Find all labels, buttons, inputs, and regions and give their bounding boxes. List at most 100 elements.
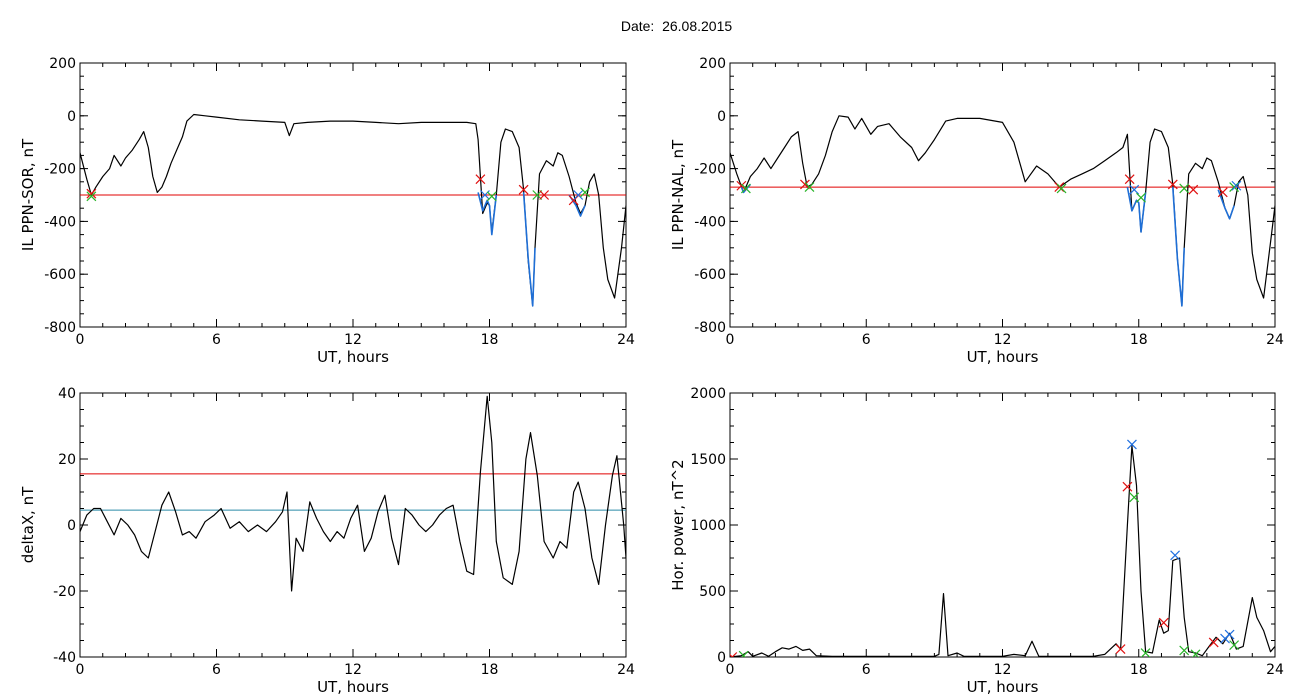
cross-marker — [740, 183, 751, 194]
cross-marker — [1122, 481, 1133, 492]
cross-marker — [800, 179, 810, 190]
x-tick-label: 0 — [76, 332, 85, 348]
plot-frame — [79, 392, 627, 658]
x-axis-label: UT, hours — [967, 678, 1039, 696]
series-segment — [477, 192, 498, 236]
chart-panel-deltax: 0 6 12 18 24 -40 -20 0 20 40 UT, hours deltaX, nT — [19, 386, 635, 696]
x-tick-label: 18 — [1130, 662, 1148, 678]
cross-marker — [1115, 644, 1126, 655]
x-tick-label: 6 — [212, 332, 221, 348]
series-segment — [522, 192, 536, 307]
page-title: Date: 26.08.2015 — [620, 18, 733, 34]
cross-marker — [1124, 174, 1135, 185]
x-axis-label: UT, hours — [317, 348, 389, 366]
y-tick-label: 2000 — [690, 386, 726, 402]
y-axis-label: deltaX, nT — [19, 486, 37, 563]
x-tick-label: 24 — [617, 662, 635, 678]
x-tick-label: 6 — [212, 662, 221, 678]
x-tick-label: 18 — [1130, 332, 1148, 348]
cross-marker — [1170, 550, 1181, 561]
y-tick-label: -200 — [44, 162, 76, 178]
cross-marker — [1208, 637, 1219, 648]
y-axis-label: Hor. power, nT^2 — [669, 459, 687, 590]
cross-marker — [1231, 180, 1242, 191]
cross-marker — [475, 174, 486, 185]
series-segment — [1172, 187, 1185, 307]
cross-marker — [1224, 629, 1235, 640]
y-tick-label: -600 — [694, 267, 726, 283]
x-tick-label: 12 — [344, 662, 362, 678]
x-tick-label: 24 — [1266, 662, 1284, 678]
cross-marker — [1179, 183, 1190, 194]
x-axis-label: UT, hours — [317, 678, 389, 696]
y-axis-label: IL PPN-NAL, nT — [669, 139, 687, 250]
y-tick-label: -40 — [53, 650, 76, 666]
y-axis-label: IL PPN-SOR, nT — [19, 138, 37, 251]
series-line — [730, 445, 1275, 657]
x-tick-label: 6 — [862, 662, 871, 678]
cross-marker — [86, 188, 97, 199]
y-tick-label: -200 — [694, 162, 726, 178]
cross-marker — [1188, 184, 1199, 195]
x-tick-label: 12 — [994, 662, 1012, 678]
x-tick-label: 6 — [862, 332, 871, 348]
y-tick-label: 0 — [67, 109, 76, 125]
cross-marker — [1136, 192, 1146, 203]
y-tick-label: -800 — [44, 320, 76, 336]
cross-marker — [573, 190, 584, 200]
y-tick-label: -600 — [44, 267, 76, 283]
x-tick-label: 18 — [481, 332, 499, 348]
y-tick-label: -400 — [694, 214, 726, 230]
chart-panel-sor: 0 6 12 18 24 -800 -600 -400 -200 0 200 UT, hours IL … — [19, 56, 635, 366]
y-tick-label: 0 — [717, 109, 726, 125]
y-tick-label: 20 — [58, 452, 76, 468]
x-tick-label: 0 — [726, 662, 735, 678]
x-tick-label: 12 — [994, 332, 1012, 348]
x-tick-label: 0 — [726, 332, 735, 348]
y-tick-label: 40 — [58, 386, 76, 402]
x-tick-label: 0 — [76, 662, 85, 678]
cross-marker — [86, 191, 97, 202]
cross-marker — [1129, 184, 1140, 195]
cross-marker — [539, 190, 550, 200]
y-tick-label: 1500 — [690, 452, 726, 468]
plot-area — [730, 439, 1275, 657]
cross-marker — [1229, 640, 1240, 651]
x-axis-label: UT, hours — [967, 348, 1039, 366]
cross-marker — [1127, 439, 1137, 450]
chart-panel-nal: 0 6 12 18 24 -800 -600 -400 -200 0 200 UT, hours IL … — [669, 56, 1284, 366]
cross-marker — [738, 650, 749, 657]
series-line — [80, 113, 626, 307]
cross-marker — [518, 184, 529, 195]
cross-marker — [1158, 617, 1169, 628]
series-segment — [568, 194, 586, 217]
chart-panel-power: 0 6 12 18 24 0 500 1000 1500 2000 UT, hours Hor. po… — [669, 386, 1284, 696]
x-tick-label: 12 — [344, 332, 362, 348]
cross-marker — [1167, 179, 1178, 190]
plot-area — [80, 395, 626, 592]
cross-marker — [1217, 187, 1228, 198]
y-tick-label: 0 — [717, 650, 726, 666]
cross-marker — [580, 187, 590, 198]
y-tick-label: 500 — [699, 584, 726, 600]
cross-marker — [736, 180, 747, 191]
x-tick-label: 18 — [481, 662, 499, 678]
y-tick-label: -400 — [44, 214, 76, 230]
series-segment — [1217, 189, 1235, 220]
cross-marker — [1056, 183, 1067, 194]
plot-area — [730, 115, 1275, 307]
y-tick-label: 1000 — [690, 518, 726, 534]
series-line — [730, 115, 1275, 307]
cross-marker — [1140, 648, 1151, 657]
y-tick-label: 0 — [67, 518, 76, 534]
cross-marker — [1190, 649, 1201, 657]
y-tick-label: -800 — [694, 320, 726, 336]
cross-marker — [1129, 492, 1140, 503]
x-tick-label: 24 — [1266, 332, 1284, 348]
y-tick-label: -20 — [53, 584, 76, 600]
cross-marker — [486, 191, 497, 202]
plot-frame — [729, 62, 1276, 328]
y-tick-label: 200 — [699, 56, 726, 72]
series-segment — [740, 183, 752, 194]
